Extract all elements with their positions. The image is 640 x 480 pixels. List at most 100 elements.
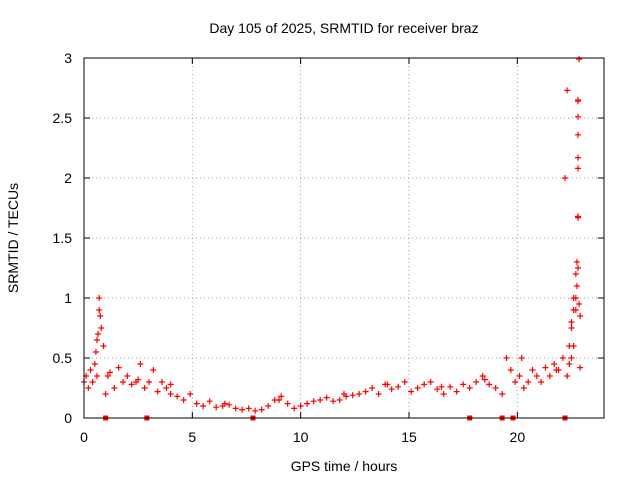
data-point [137,361,144,367]
data-point [221,400,228,407]
data-point [395,383,402,390]
data-points [81,56,584,421]
data-point [572,271,579,277]
data-point [518,355,525,361]
data-point [120,379,126,385]
data-point [499,391,506,397]
y-tick-label: 1 [64,290,72,306]
data-point [520,385,527,391]
data-point [291,405,298,412]
data-point [466,385,473,391]
data-point [577,364,584,371]
data-point [516,373,523,379]
data-point [533,373,540,379]
x-axis-label: GPS time / hours [291,458,398,474]
data-point [284,400,291,407]
x-tick-label: 0 [80,429,88,445]
plot-frame [83,57,605,419]
data-point [146,379,152,385]
y-tick-label: 2 [64,170,72,186]
data-point [512,379,519,385]
data-point [438,383,445,390]
data-point [323,394,330,401]
y-tick-label: 0 [64,410,72,426]
data-point [481,376,488,383]
data-point [369,385,376,391]
data-point [559,355,566,361]
data-point [440,391,447,397]
data-point [538,379,545,385]
data-point [375,391,382,397]
data-point [87,367,94,373]
data-point [576,56,583,63]
data-point [92,349,99,355]
data-point [479,373,486,379]
tick-labels: 0 0.5 1 1.5 2 2.5 3 0 5 10 15 20 [53,50,526,445]
data-point [388,386,395,393]
data-point [96,307,103,313]
data-point [89,379,96,385]
data-point [100,343,107,349]
data-point [111,385,118,391]
data-point [85,385,92,391]
data-point [492,385,499,391]
data-point [232,405,239,412]
data-point [434,386,441,393]
data-point [98,325,105,331]
data-point [570,343,577,349]
data-point [265,403,272,409]
data-point [297,403,304,409]
data-point [94,373,100,379]
data-point [427,379,434,385]
data-point [421,381,428,388]
data-point [124,373,131,379]
data-point [401,379,408,385]
data-point [141,385,148,391]
data-point [453,388,460,395]
data-point [154,388,161,395]
x-tick-label: 5 [188,429,196,445]
y-tick-label: 1.5 [53,230,73,246]
data-point [91,361,98,367]
data-point [568,355,575,361]
data-point [570,295,577,301]
data-point [486,381,493,388]
data-point [174,393,181,400]
data-point [107,369,113,376]
data-point [167,381,174,388]
data-point [330,398,337,405]
data-point [193,400,200,407]
data-point [206,398,213,405]
data-point [575,165,581,172]
data-point [408,388,415,395]
data-point [115,364,122,371]
data-point [542,364,549,371]
data-point [572,307,579,313]
data-point [503,355,510,361]
data-point [553,367,560,373]
data-point [96,295,103,301]
data-point [575,97,581,103]
data-point [529,367,536,373]
grid-lines [84,58,604,418]
data-point [180,397,187,403]
data-point [213,404,220,411]
data-point [245,405,252,412]
data-point [167,391,174,397]
data-point [525,379,532,385]
data-point [575,113,581,120]
data-point [568,319,575,325]
data-point [239,406,246,413]
data-point [317,397,324,403]
data-point [576,301,583,307]
data-point [362,388,369,395]
data-point [336,397,343,403]
data-point [551,361,558,367]
data-point [384,381,391,388]
data-point [575,265,581,271]
data-point [575,131,581,138]
data-point [460,381,467,388]
y-tick-label: 0.5 [53,350,73,366]
data-point [575,154,581,161]
data-point [94,337,100,343]
